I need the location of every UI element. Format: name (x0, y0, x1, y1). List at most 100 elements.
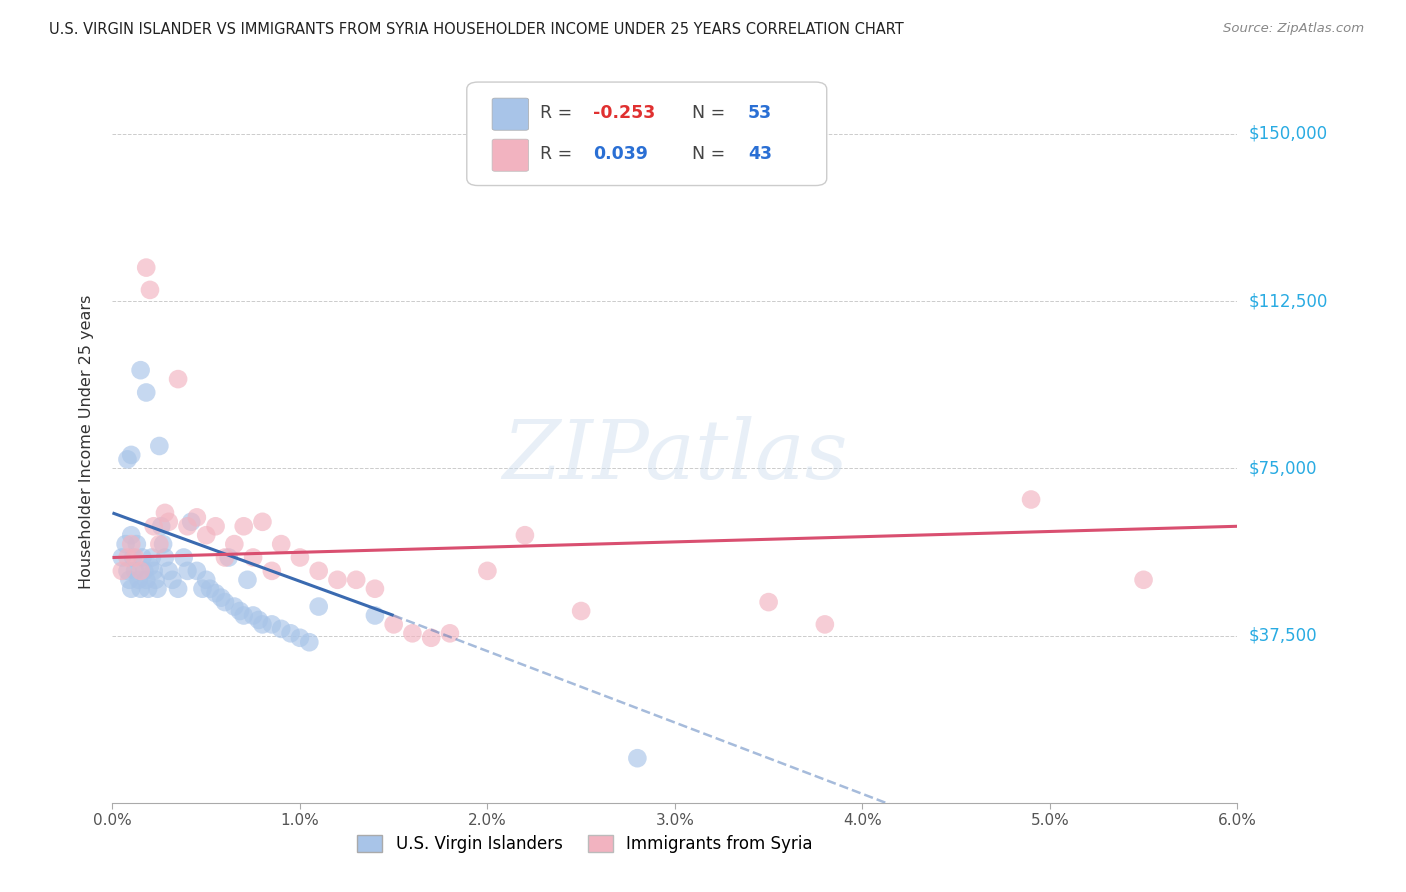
Text: R =: R = (540, 103, 578, 121)
Point (148, 439, 170, 453)
Point (124, 564, 146, 578)
Point (308, 599, 330, 614)
Point (401, 626, 423, 640)
Point (477, 564, 499, 578)
Text: U.S. VIRGIN ISLANDER VS IMMIGRANTS FROM SYRIA HOUSEHOLDER INCOME UNDER 25 YEARS : U.S. VIRGIN ISLANDER VS IMMIGRANTS FROM … (49, 22, 904, 37)
Point (280, 626, 302, 640)
Text: $150,000: $150,000 (1249, 125, 1327, 143)
Point (129, 363, 152, 377)
Point (186, 510, 208, 524)
Point (162, 573, 184, 587)
Text: Source: ZipAtlas.com: Source: ZipAtlas.com (1223, 22, 1364, 36)
Point (131, 550, 153, 565)
Point (232, 608, 254, 623)
Point (191, 582, 214, 596)
Point (136, 582, 159, 596)
Point (173, 550, 195, 565)
Point (308, 564, 330, 578)
Point (167, 372, 190, 386)
Point (382, 617, 405, 632)
Text: N =: N = (681, 103, 730, 121)
Point (247, 613, 270, 627)
Point (1019, 492, 1042, 507)
Point (326, 573, 349, 587)
Point (439, 626, 461, 640)
Point (180, 515, 202, 529)
Point (157, 515, 180, 529)
Point (142, 519, 165, 533)
Y-axis label: Householder Income Under 25 years: Householder Income Under 25 years (79, 294, 94, 589)
Point (114, 537, 136, 551)
Point (758, 595, 780, 609)
Point (218, 550, 240, 565)
Point (364, 582, 387, 596)
Point (120, 528, 142, 542)
Point (120, 582, 142, 596)
Point (420, 631, 443, 645)
Point (214, 595, 236, 609)
Point (111, 564, 134, 578)
Point (125, 537, 148, 551)
Point (252, 515, 274, 529)
Point (135, 573, 157, 587)
Point (186, 564, 208, 578)
Point (236, 573, 259, 587)
Point (139, 559, 162, 574)
Point (242, 550, 264, 565)
Point (176, 519, 198, 533)
Point (513, 528, 536, 542)
Point (270, 622, 292, 636)
Point (117, 564, 139, 578)
Point (204, 519, 226, 533)
Point (141, 550, 163, 565)
Point (157, 564, 180, 578)
Point (626, 751, 648, 765)
Point (152, 537, 174, 551)
Text: $37,500: $37,500 (1249, 626, 1317, 645)
Point (260, 617, 283, 632)
Point (128, 573, 150, 587)
Point (142, 564, 165, 578)
Text: $112,500: $112,500 (1249, 292, 1327, 310)
Point (111, 550, 134, 565)
Point (139, 283, 162, 297)
Point (129, 582, 152, 596)
Point (1132, 573, 1154, 587)
Point (232, 519, 254, 533)
Point (117, 550, 139, 565)
Point (288, 550, 311, 565)
Point (195, 573, 218, 587)
Point (146, 582, 169, 596)
Point (124, 550, 146, 565)
Point (129, 564, 152, 578)
Point (120, 448, 142, 462)
Point (298, 635, 321, 649)
Point (150, 519, 173, 533)
Point (344, 573, 367, 587)
Point (224, 599, 246, 614)
Point (569, 604, 592, 618)
Text: 0.039: 0.039 (593, 145, 648, 162)
Point (153, 506, 176, 520)
Point (252, 617, 274, 632)
Point (120, 537, 142, 551)
Point (153, 550, 176, 565)
Point (167, 582, 190, 596)
Point (214, 550, 236, 565)
Point (288, 631, 311, 645)
Point (364, 608, 387, 623)
Point (122, 550, 145, 565)
Point (198, 582, 221, 596)
Point (229, 604, 252, 618)
Text: N =: N = (681, 145, 730, 162)
Point (814, 617, 837, 632)
Point (209, 591, 232, 605)
Legend: U.S. Virgin Islanders, Immigrants from Syria: U.S. Virgin Islanders, Immigrants from S… (350, 828, 820, 860)
Point (204, 586, 226, 600)
Point (134, 564, 156, 578)
Text: ZIPatlas: ZIPatlas (502, 416, 848, 496)
Text: -0.253: -0.253 (593, 103, 655, 121)
Point (176, 564, 198, 578)
Point (135, 385, 157, 400)
Point (224, 537, 246, 551)
